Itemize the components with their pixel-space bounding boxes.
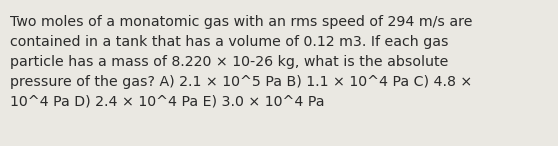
Text: Two moles of a monatomic gas with an rms speed of 294 m/s are
contained in a tan: Two moles of a monatomic gas with an rms… xyxy=(10,15,473,109)
